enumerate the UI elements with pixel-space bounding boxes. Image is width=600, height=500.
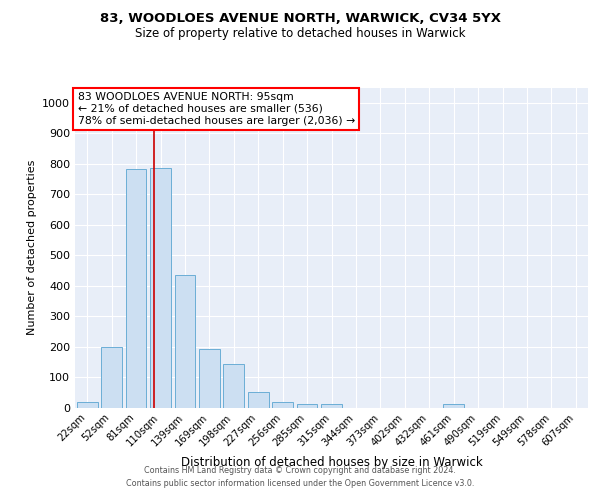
Bar: [443, 404, 464, 407]
Bar: [150, 168, 171, 408]
Text: Contains HM Land Registry data © Crown copyright and database right 2024.: Contains HM Land Registry data © Crown c…: [144, 466, 456, 475]
Bar: [175, 275, 196, 407]
Text: 83 WOODLOES AVENUE NORTH: 95sqm
← 21% of detached houses are smaller (536)
78% o: 83 WOODLOES AVENUE NORTH: 95sqm ← 21% of…: [77, 92, 355, 126]
Bar: [223, 364, 244, 408]
Bar: [199, 349, 220, 408]
Bar: [101, 348, 122, 408]
Bar: [296, 404, 317, 407]
Text: Contains public sector information licensed under the Open Government Licence v3: Contains public sector information licen…: [126, 478, 474, 488]
Bar: [125, 169, 146, 408]
Text: Size of property relative to detached houses in Warwick: Size of property relative to detached ho…: [135, 28, 465, 40]
Y-axis label: Number of detached properties: Number of detached properties: [26, 160, 37, 335]
Bar: [248, 392, 269, 407]
Text: 83, WOODLOES AVENUE NORTH, WARWICK, CV34 5YX: 83, WOODLOES AVENUE NORTH, WARWICK, CV34…: [100, 12, 500, 26]
Bar: [321, 404, 342, 407]
Bar: [77, 402, 98, 407]
Bar: [272, 402, 293, 407]
X-axis label: Distribution of detached houses by size in Warwick: Distribution of detached houses by size …: [181, 456, 482, 469]
